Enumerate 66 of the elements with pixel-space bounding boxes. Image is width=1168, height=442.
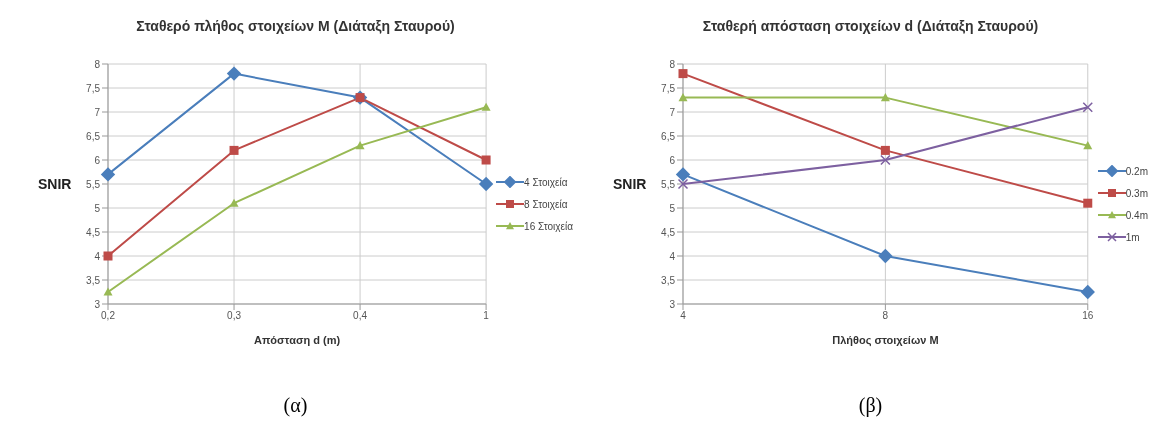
legend-label: 16 Στοιχεία [524,220,573,232]
legend-label: 8 Στοιχεία [524,198,568,210]
point [880,145,890,155]
x-axis-title: Απόσταση d (m) [253,334,341,346]
point [103,287,113,296]
y-tick-label: 7,5 [661,82,676,94]
x-tick-label: 4 [680,310,687,322]
point [103,251,113,261]
x-tick-label: 0,4 [353,310,368,322]
point [677,178,689,190]
point [100,167,116,182]
x-tick-label: 16 [1082,310,1094,322]
y-tick-label: 5 [94,202,101,214]
point [880,93,890,102]
y-tick-label: 3 [669,298,676,310]
x-axis-title: Πλήθος στοιχείων M [832,334,939,347]
point [355,141,365,150]
chart-title: Σταθερή απόσταση στοιχείων d (Διάταξη Σταυρού) [701,17,1040,36]
point [1082,101,1094,113]
legend-label: 1m [1125,231,1140,243]
x-tick-label: 0,3 [227,310,242,322]
y-tick-label: 6,5 [86,130,101,142]
y-tick-label: 3 [94,298,101,310]
point [880,154,891,166]
y-tick-label: 4 [669,250,676,262]
chart-title: Σταθερό πλήθος στοιχείων M (Διάταξη Σταυρού) [135,17,456,36]
x-tick-label: 0,2 [101,310,116,322]
y-axis-title: SNIR [38,175,72,192]
y-tick-label: 7 [669,106,676,118]
y-axis-title: SNIR [613,175,647,192]
text: (β) [857,394,884,417]
y-tick-label: 3,5 [86,274,101,286]
point [675,167,691,182]
point [478,176,494,192]
x-tick-label: 1 [483,310,490,322]
point [678,69,688,79]
point [229,198,239,207]
point [1083,198,1093,208]
y-tick-label: 5,5 [661,178,676,190]
point [481,102,491,111]
y-tick-label: 5,5 [86,178,101,190]
point [678,93,688,102]
x-tick-label: 8 [882,310,889,322]
y-tick-label: 6,5 [661,130,676,142]
y-tick-label: 7 [94,106,101,118]
legend-label: 0.4m [1125,209,1148,221]
point [226,66,242,81]
y-tick-label: 4,5 [661,226,676,238]
y-tick-label: 6 [94,154,101,166]
point [878,248,893,264]
point [1080,284,1095,300]
y-tick-label: 5 [669,202,676,214]
y-tick-label: 6 [669,154,676,166]
y-tick-label: 7,5 [86,82,101,94]
point [229,145,239,155]
legend-label: 0.3m [1125,187,1148,199]
legend-label: 0.2m [1125,165,1148,177]
y-tick-label: 4 [94,250,101,262]
point [481,155,491,165]
y-tick-label: 8 [669,58,676,70]
y-tick-label: 4,5 [86,226,101,238]
y-tick-label: 8 [94,58,101,70]
text: (α) [282,394,309,417]
point [1083,141,1093,150]
y-tick-label: 3,5 [661,274,676,286]
legend-label: 4 Στοιχεία [524,176,568,188]
